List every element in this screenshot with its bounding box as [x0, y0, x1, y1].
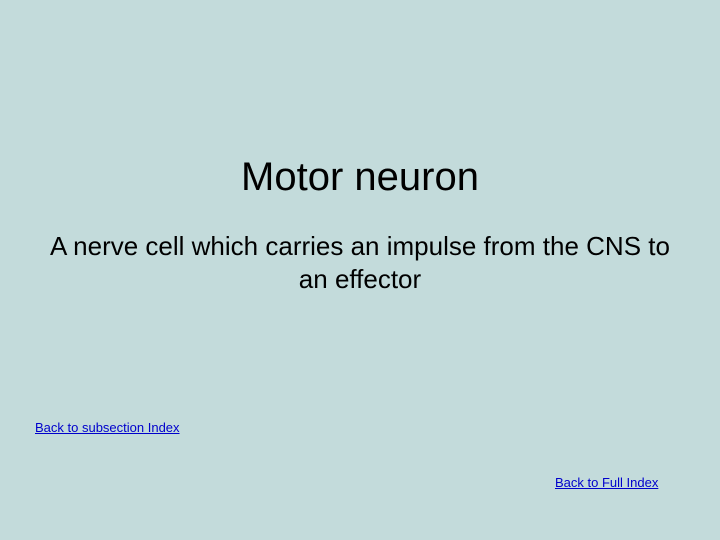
back-to-subsection-link[interactable]: Back to subsection Index	[35, 420, 180, 435]
slide-body-text: A nerve cell which carries an impulse fr…	[0, 230, 720, 295]
slide: Motor neuron A nerve cell which carries …	[0, 0, 720, 540]
back-to-full-index-link[interactable]: Back to Full Index	[555, 475, 658, 490]
slide-title: Motor neuron	[0, 155, 720, 200]
